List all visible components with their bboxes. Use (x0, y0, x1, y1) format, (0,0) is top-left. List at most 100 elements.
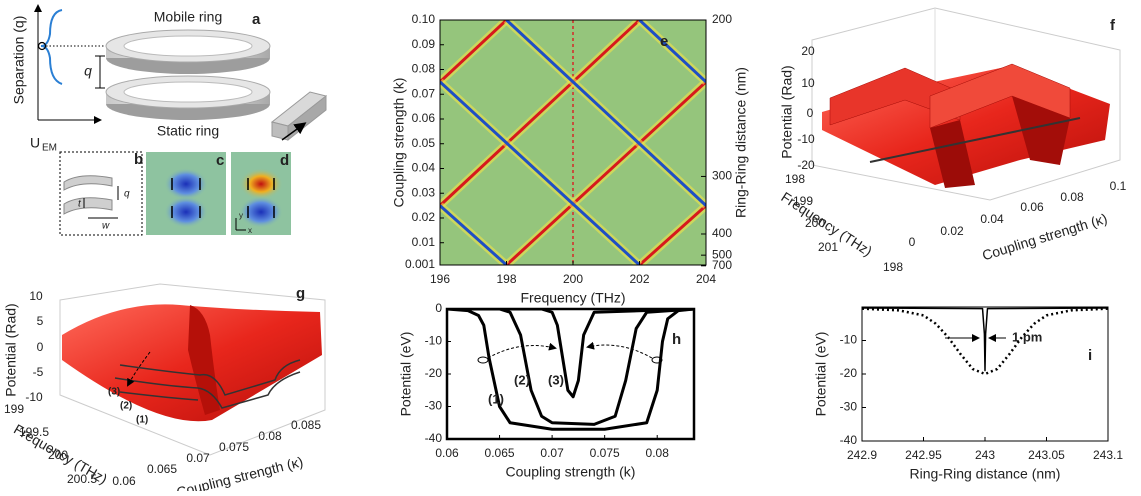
surface-wall (188, 305, 220, 415)
path-line (114, 371, 301, 409)
panel-label: a (252, 11, 261, 28)
y-tick-label: 0.01 (412, 235, 436, 249)
tick-label: 0 (807, 106, 814, 120)
x-tick-label: 0.06 (435, 446, 459, 460)
x-tick-label: 0.08 (646, 446, 670, 460)
arrow (586, 341, 653, 359)
line-series (505, 80, 706, 265)
panel-i-deco: 1 pm (945, 329, 1042, 344)
panel-label: g (296, 285, 305, 302)
x-tick-label: 200 (563, 272, 583, 286)
line-series (638, 20, 706, 83)
y2-tick-label: 300 (712, 169, 732, 183)
axis-label: y (239, 211, 243, 220)
mode-lobe (239, 196, 283, 228)
mode-lobe (164, 196, 208, 228)
y-tick-label: -10 (425, 334, 443, 348)
plot-area (862, 307, 1108, 376)
axis-label: Potential (Rad) (779, 65, 795, 158)
y-tick-label: 0.10 (412, 12, 436, 26)
tick-label: -10 (797, 132, 815, 146)
y2-tick-label: 500 (712, 247, 732, 261)
line-series (440, 20, 508, 83)
series-label: (2) (514, 372, 530, 387)
y-tick-label: -30 (840, 400, 858, 414)
panel-h-deco (477, 341, 663, 364)
y-tick-label: -20 (425, 366, 443, 380)
line-series (440, 20, 641, 207)
y2-tick-label: 700 (712, 258, 732, 272)
x-axis-label: Coupling strength (k) (506, 464, 636, 480)
tick-label: 0.02 (940, 224, 964, 238)
plot-frame (861, 306, 1109, 442)
chart: 196 198 200 202 204 0.10 0.09 0.08 0.07 0.06 0.05 0… (391, 12, 749, 306)
mode-lobe (239, 168, 283, 200)
y-tick-label: -40 (840, 433, 858, 447)
dim-label: w (102, 221, 110, 232)
dim-label: t (78, 199, 82, 210)
chart: 242.9 242.95 243 243.05 243.1 -10 -20 -30 -40 Rin… (813, 306, 1123, 482)
x-tick-label: 196 (430, 272, 450, 286)
ring-hole (123, 35, 253, 57)
axis-label: U (30, 135, 40, 151)
panel-label: b (134, 151, 143, 168)
tick-label: 0 (37, 340, 44, 354)
x-tick-label: 242.9 (847, 448, 877, 462)
y-tick-label: 0.08 (412, 62, 436, 76)
tick-label: 0.07 (186, 451, 210, 465)
y-tick-label: -30 (425, 399, 443, 413)
waveguide (271, 121, 289, 141)
ring-hole (123, 81, 253, 103)
ring-label: Mobile ring (154, 9, 222, 25)
y-axis-label: Coupling strength (k) (391, 78, 407, 208)
x-tick-label: 202 (629, 272, 649, 286)
panel-label: h (672, 331, 681, 348)
panel-frame (59, 151, 143, 236)
x-tick-label: 243.05 (1028, 448, 1065, 462)
line-series (505, 20, 706, 207)
tick-label: 200.5 (67, 472, 97, 486)
plot-area (440, 20, 706, 265)
y-axis-label: Potential (eV) (398, 332, 414, 417)
y-tick-label: 0.06 (412, 111, 436, 125)
tick-label: 198 (785, 172, 805, 186)
tick-label: 0.06 (1020, 200, 1044, 214)
path-line (119, 391, 199, 401)
line-series (862, 307, 1108, 376)
annotation: 1 pm (1012, 329, 1042, 344)
panel-label: d (280, 152, 289, 169)
x-tick-label: 204 (696, 272, 716, 286)
x-axis-label: Ring-Ring distance (nm) (910, 466, 1061, 482)
arrow (487, 342, 557, 359)
panel-label: i (1088, 347, 1092, 364)
tick-label: 0.075 (219, 440, 249, 454)
chart: (1) (2) (3) 0.06 0.065 0.07 0.075 0.08 0 -10 -20 -3… (398, 301, 696, 480)
tick-label: 20 (801, 44, 815, 58)
mode-lobe (164, 168, 208, 200)
panel-d: y x d (231, 152, 291, 235)
tick-label: -5 (33, 365, 44, 379)
line-series (447, 309, 694, 399)
tick-label: 0.04 (980, 212, 1004, 226)
plot-area (447, 309, 694, 431)
curve-label: (3) (108, 387, 120, 398)
tick-label: 199.5 (19, 425, 49, 439)
series-label: (3) (548, 372, 564, 387)
line-series (862, 307, 1108, 372)
panel-g: g Potential (Rad) Frequency (THz) Coupli… (3, 283, 326, 496)
x-tick-label: 0.075 (590, 446, 620, 460)
axis-label: Separation (q) (11, 16, 27, 105)
line-series (447, 309, 694, 426)
panel-b: b q t w (59, 151, 143, 236)
tick-label: 10 (801, 76, 815, 90)
tick-label: 5 (37, 314, 44, 328)
series-label: (1) (488, 391, 504, 406)
panel-c: c (146, 152, 226, 235)
x-axis-label: Frequency (THz) (520, 290, 625, 306)
surface-wall (1012, 96, 1070, 165)
axis-label: Potential (Rad) (3, 303, 19, 396)
potential-curve (40, 9, 63, 85)
y-tick-label: 0.001 (405, 257, 435, 271)
x-tick-label: 243 (975, 448, 995, 462)
